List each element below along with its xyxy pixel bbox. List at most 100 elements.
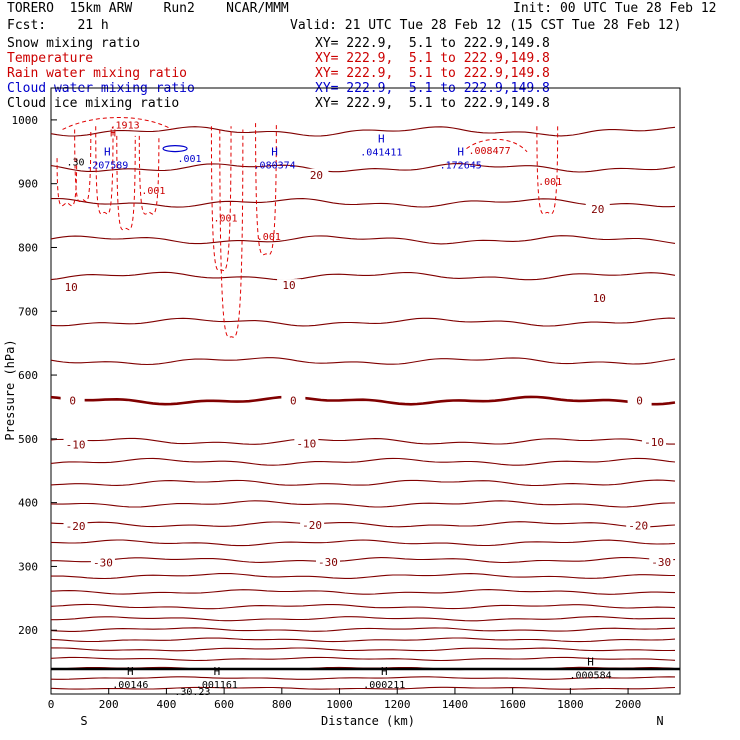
contour-label: .30 (66, 157, 84, 168)
snow-max-value: .00146 (112, 680, 148, 691)
isotherm-label: 0 (636, 395, 643, 408)
snow-max-value: .000584 (569, 670, 611, 681)
snow-max-marker: H (381, 665, 388, 678)
isotherm-label-bg (277, 279, 302, 291)
cloud-max-value: .207589 (86, 160, 128, 171)
isotherm-label: -10 (296, 437, 316, 450)
rain-contour (116, 135, 136, 231)
isotherm-label: 10 (282, 279, 295, 292)
rain-label: .008477 (468, 146, 510, 157)
isotherm-zero (51, 395, 676, 406)
isotherm (51, 500, 676, 508)
isotherm (51, 479, 676, 487)
y-tick-label: 900 (18, 178, 38, 191)
field-name-cloud-ice: Cloud ice mixing ratio (7, 96, 180, 111)
x-tick-label: 1800 (557, 698, 584, 711)
x-tick-label: 800 (272, 698, 292, 711)
rain-contour (56, 158, 78, 207)
cloud-water-contour (162, 145, 188, 153)
cloud-max-value: .001 (177, 154, 201, 165)
rain-contour (255, 123, 277, 256)
isotherm (51, 686, 676, 690)
rain-label: H (110, 129, 116, 140)
cloud-max-marker: H (104, 145, 111, 158)
init-time: Init: 00 UTC Tue 28 Feb 12 (513, 1, 717, 16)
isotherm-label-bg (90, 556, 115, 568)
field-xy-rain: XY= 222.9, 5.1 to 222.9,149.8 (315, 66, 550, 81)
isotherm-label: -30 (651, 556, 671, 569)
field-xy-cloud-ice: XY= 222.9, 5.1 to 222.9,149.8 (315, 96, 550, 111)
isotherm-label: -10 (66, 439, 86, 452)
isotherm (51, 539, 676, 547)
rain-contour (74, 129, 92, 202)
x-tick-label: 600 (214, 698, 234, 711)
rain-contour (62, 117, 173, 130)
isotherm-label: 0 (290, 395, 297, 408)
isotherm-label-bg (627, 394, 652, 406)
isotherm-label-bg (315, 555, 340, 567)
isotherm (51, 317, 676, 327)
x-axis-label: Distance (km) (321, 714, 415, 728)
isotherm (51, 589, 676, 595)
field-name-rain: Rain water mixing ratio (7, 66, 188, 81)
x-tick-label: 2000 (615, 698, 642, 711)
rain-label: .001 (214, 213, 238, 224)
valid-time: Valid: 21 UTC Tue 28 Feb 12 (15 CST Tue … (290, 18, 682, 33)
y-tick-label: 700 (18, 305, 38, 318)
rain-label: .001 (141, 186, 165, 197)
isotherm (51, 437, 675, 445)
x-tick-label: 200 (99, 698, 119, 711)
isotherm (51, 616, 676, 622)
y-tick-label: 500 (18, 433, 38, 446)
x-tick-label: 400 (156, 698, 176, 711)
forecast-hour: Fcst: 21 h (7, 18, 109, 33)
isotherm-label-bg (281, 394, 306, 406)
isotherm-label-bg (63, 438, 88, 450)
field-name-temperature: Temperature (7, 51, 94, 66)
cloud-max-value: .172645 (440, 160, 482, 171)
isotherm-label-bg (649, 555, 674, 567)
rain-contour (95, 126, 114, 215)
rain-contour (219, 129, 244, 338)
rain-contour (138, 135, 160, 215)
isotherm-label-bg (642, 436, 667, 448)
isotherm-label: -20 (628, 520, 648, 533)
field-name-snow: Snow mixing ratio (7, 36, 141, 51)
isotherm-label-bg (300, 518, 325, 530)
snow-max-value: .000211 (363, 680, 405, 691)
isotherm-label-bg (59, 281, 84, 293)
isotherm-label: -20 (66, 520, 86, 533)
snow-max-marker: H (214, 665, 221, 678)
isotherm-label-bg (60, 394, 85, 406)
isotherm-label: 10 (593, 292, 606, 305)
rain-label: .1913 (110, 120, 140, 131)
snow-max-value: .001161 (196, 680, 238, 691)
isotherm-label-bg (294, 437, 319, 449)
y-tick-label: 400 (18, 497, 38, 510)
isotherm-label-bg (304, 168, 329, 180)
isotherm-label: 10 (65, 281, 78, 294)
isotherm-label: 20 (591, 203, 604, 216)
rain-label: .001 (538, 177, 562, 188)
isotherm-label-bg (626, 519, 651, 531)
plot-frame (50, 87, 681, 695)
snow-max-marker: H (127, 665, 134, 678)
cloud-max-marker: H (378, 133, 385, 146)
isotherm (51, 271, 676, 281)
isotherm-label: 0 (69, 395, 76, 408)
field-xy-temperature: XY= 222.9, 5.1 to 222.9,149.8 (315, 51, 550, 66)
isotherm-label-bg (63, 520, 88, 532)
y-tick-label: 600 (18, 369, 38, 382)
y-tick-label: 1000 (12, 114, 39, 127)
x-tick-label: 1600 (499, 698, 526, 711)
cloud-max-value: .041411 (360, 148, 402, 159)
rain-contour (466, 138, 528, 153)
y-axis-label: Pressure (hPa) (3, 339, 17, 440)
y-tick-label: 200 (18, 624, 38, 637)
y-tick-label: 300 (18, 560, 38, 573)
isotherm-label: 20 (310, 169, 323, 182)
isotherm-label: -10 (644, 436, 664, 449)
isotherm (51, 126, 676, 137)
x-tick-label: 1200 (384, 698, 411, 711)
